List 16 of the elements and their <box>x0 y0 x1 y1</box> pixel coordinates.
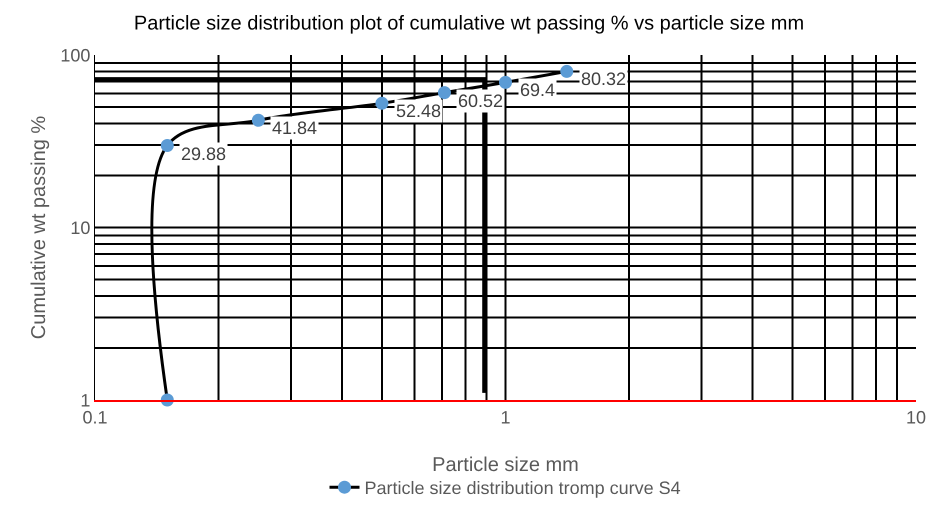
x-tick-label: 10 <box>906 408 926 428</box>
data-label: 80.32 <box>581 69 626 89</box>
y-tick-label: 10 <box>70 218 90 238</box>
y-axis-title: Cumulative wt passing % <box>28 116 50 340</box>
data-label: 60.52 <box>458 91 504 111</box>
data-label: 52.48 <box>396 101 442 121</box>
x-tick-label: 1 <box>500 408 511 428</box>
x-axis-title: Particle size mm <box>432 454 579 476</box>
chart-title: Particle size distribution plot of cumulative wt passing % vs particle size mm <box>134 12 804 35</box>
y-tick-label: 1 <box>80 390 90 410</box>
data-label: 69.4 <box>520 80 556 100</box>
legend-label: Particle size distribution tromp curve S4 <box>364 478 681 498</box>
y-tick-label: 100 <box>60 45 90 66</box>
data-label: 29.88 <box>181 144 226 164</box>
data-label: 41.84 <box>272 118 318 138</box>
x-tick-label: 0.1 <box>82 408 108 428</box>
